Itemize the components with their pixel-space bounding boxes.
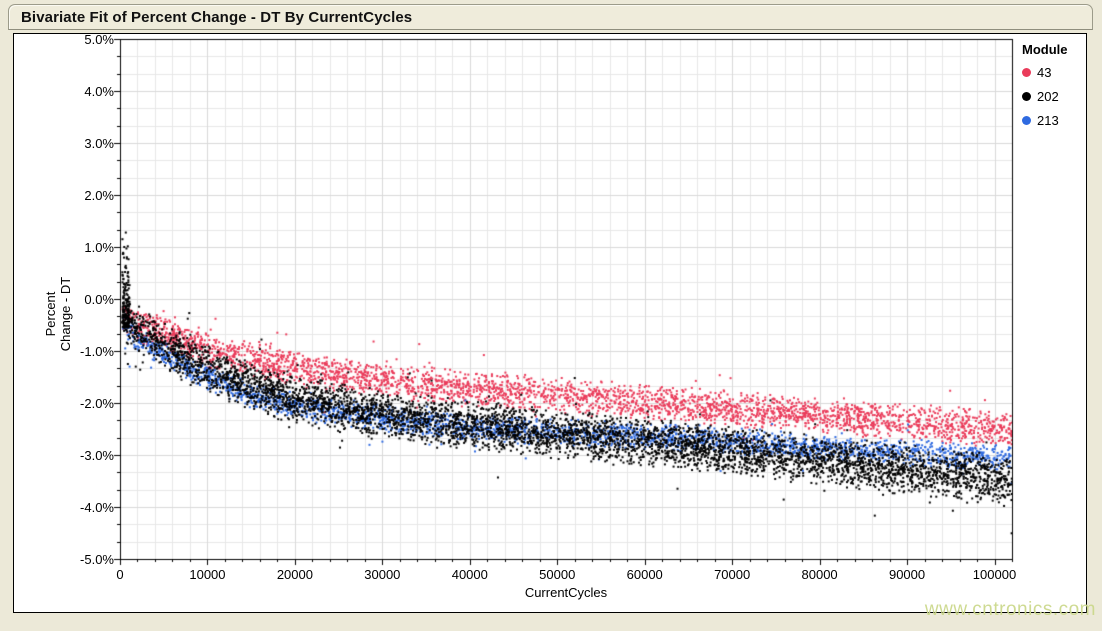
legend-dot-icon bbox=[1022, 68, 1031, 77]
x-tick-label: 100000 bbox=[972, 567, 1017, 582]
y-tick-label: 3.0% bbox=[84, 136, 114, 151]
report-title: Bivariate Fit of Percent Change - DT By … bbox=[21, 8, 413, 26]
y-tick-label: -3.0% bbox=[80, 448, 114, 463]
plot-panel: Percent Change - DT 5.0% 4.0% 3.0% 2.0% 1.0%… bbox=[13, 33, 1087, 613]
x-tick-label: 70000 bbox=[714, 567, 751, 582]
x-tick-label: 40000 bbox=[451, 567, 488, 582]
x-tick-label: 30000 bbox=[364, 567, 401, 582]
legend: Module 43 202 213 bbox=[1022, 42, 1084, 137]
legend-item-43[interactable]: 43 bbox=[1022, 65, 1084, 80]
y-tick-label: -4.0% bbox=[80, 500, 114, 515]
legend-item-213[interactable]: 213 bbox=[1022, 113, 1084, 128]
y-tick-label: 5.0% bbox=[84, 32, 114, 47]
y-tick-label: 4.0% bbox=[84, 84, 114, 99]
x-tick-label: 0 bbox=[116, 567, 124, 582]
legend-item-label: 43 bbox=[1037, 65, 1052, 80]
y-tick-label: -1.0% bbox=[80, 344, 114, 359]
scatter-plot-canvas[interactable] bbox=[14, 34, 1085, 611]
y-tick-label: 2.0% bbox=[84, 188, 114, 203]
legend-dot-icon bbox=[1022, 92, 1031, 101]
legend-item-label: 202 bbox=[1037, 89, 1059, 104]
legend-dot-icon bbox=[1022, 116, 1031, 125]
y-tick-label: -5.0% bbox=[80, 552, 114, 567]
y-tick-label: 1.0% bbox=[84, 240, 114, 255]
x-tick-label: 10000 bbox=[189, 567, 226, 582]
legend-title: Module bbox=[1022, 42, 1068, 57]
y-tick-label: 0.0% bbox=[84, 292, 114, 307]
x-tick-label: 20000 bbox=[276, 567, 313, 582]
x-axis-title: CurrentCycles bbox=[524, 585, 608, 600]
x-tick-label: 90000 bbox=[888, 567, 926, 582]
x-tick-label: 60000 bbox=[626, 567, 663, 582]
x-tick-label: 50000 bbox=[539, 567, 576, 582]
legend-item-202[interactable]: 202 bbox=[1022, 89, 1084, 104]
x-tick-label: 80000 bbox=[801, 567, 838, 582]
legend-item-label: 213 bbox=[1037, 113, 1059, 128]
y-tick-label: -2.0% bbox=[80, 396, 114, 411]
watermark: www.cntronics.com bbox=[924, 599, 1096, 620]
report-title-bar[interactable]: Bivariate Fit of Percent Change - DT By … bbox=[8, 4, 1093, 30]
